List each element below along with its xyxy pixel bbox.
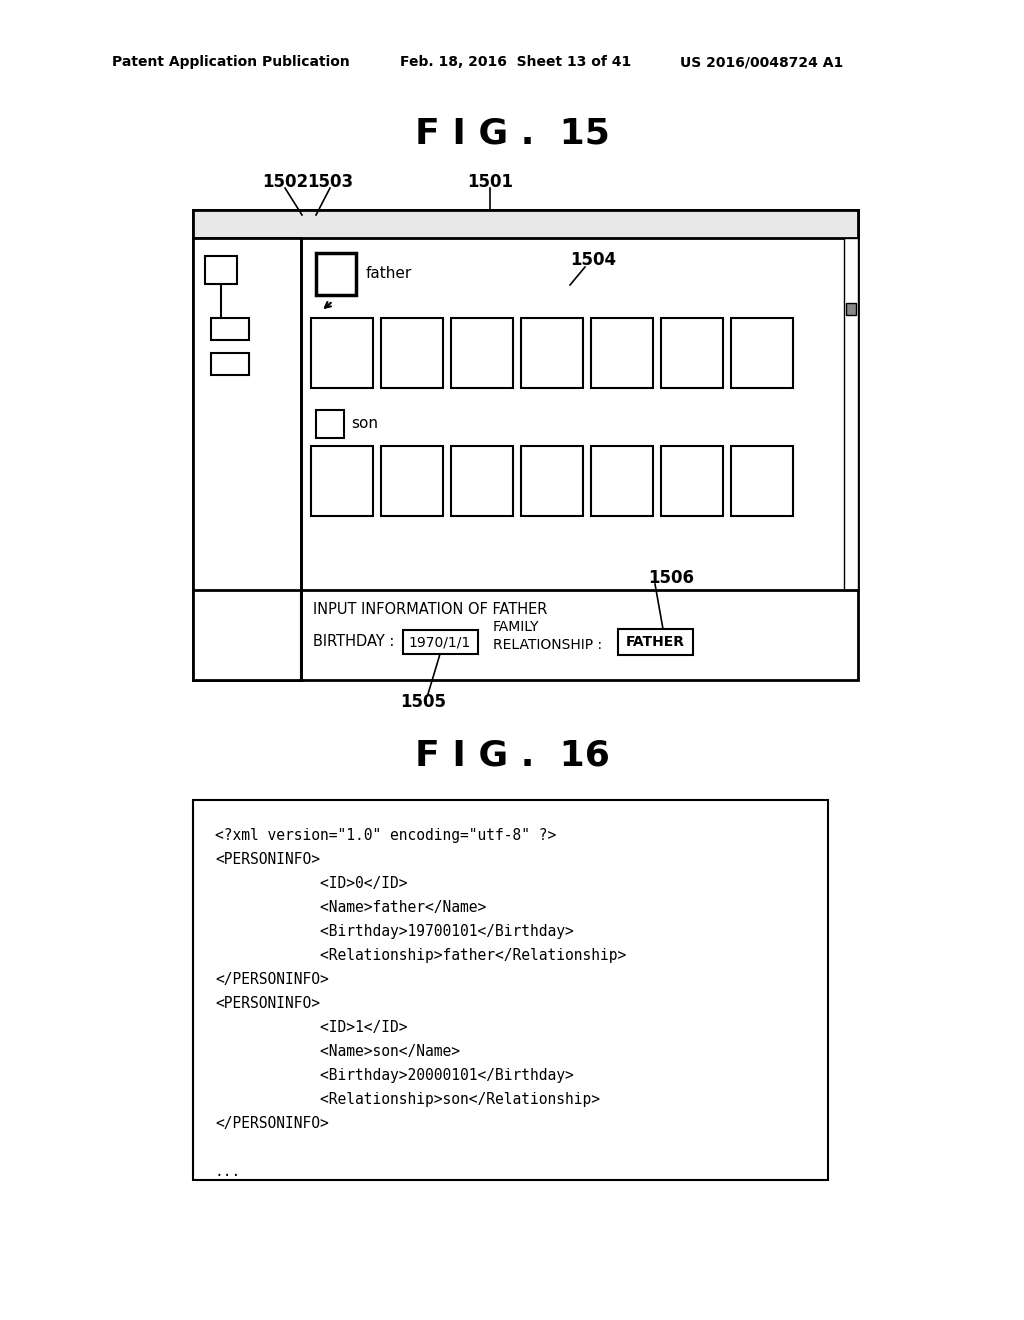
Bar <box>316 411 344 438</box>
Bar <box>311 318 373 388</box>
Bar <box>521 446 583 516</box>
Text: F I G .  16: F I G . 16 <box>415 738 609 772</box>
Text: BIRTHDAY :: BIRTHDAY : <box>313 635 394 649</box>
Bar <box>846 304 856 315</box>
Text: <ID>0</ID>: <ID>0</ID> <box>215 876 408 891</box>
Text: <ID>1</ID>: <ID>1</ID> <box>215 1020 408 1035</box>
Bar <box>591 446 653 516</box>
Bar <box>521 318 583 388</box>
Text: 1503: 1503 <box>307 173 353 191</box>
Text: <Relationship>son</Relationship>: <Relationship>son</Relationship> <box>215 1092 600 1107</box>
Bar <box>381 446 443 516</box>
Text: 1501: 1501 <box>467 173 513 191</box>
Bar <box>193 238 301 680</box>
Text: FATHER: FATHER <box>626 635 684 649</box>
Bar <box>205 256 237 284</box>
Text: Feb. 18, 2016  Sheet 13 of 41: Feb. 18, 2016 Sheet 13 of 41 <box>400 55 631 69</box>
Bar <box>844 238 858 590</box>
Bar <box>591 318 653 388</box>
Bar <box>193 800 828 1180</box>
Text: US 2016/0048724 A1: US 2016/0048724 A1 <box>680 55 843 69</box>
Text: Patent Application Publication: Patent Application Publication <box>112 55 350 69</box>
Text: FAMILY
RELATIONSHIP :: FAMILY RELATIONSHIP : <box>493 620 602 652</box>
Bar <box>618 630 693 655</box>
Text: <PERSONINFO>: <PERSONINFO> <box>215 851 319 867</box>
Bar <box>403 630 478 653</box>
Text: F I G .  15: F I G . 15 <box>415 116 609 150</box>
Bar <box>731 318 793 388</box>
Bar <box>451 318 513 388</box>
Text: <PERSONINFO>: <PERSONINFO> <box>215 997 319 1011</box>
Bar <box>316 253 356 294</box>
Text: 1970/1/1: 1970/1/1 <box>409 635 471 649</box>
Bar <box>211 352 249 375</box>
Bar <box>731 446 793 516</box>
Bar <box>211 318 249 341</box>
Text: <Birthday>20000101</Birthday>: <Birthday>20000101</Birthday> <box>215 1068 573 1082</box>
Text: <Relationship>father</Relationship>: <Relationship>father</Relationship> <box>215 948 627 964</box>
Text: <Name>father</Name>: <Name>father</Name> <box>215 900 486 915</box>
Text: 1506: 1506 <box>648 569 694 587</box>
Text: <Name>son</Name>: <Name>son</Name> <box>215 1044 460 1059</box>
Bar <box>451 446 513 516</box>
Text: </PERSONINFO>: </PERSONINFO> <box>215 1115 329 1131</box>
Text: 1505: 1505 <box>400 693 446 711</box>
Text: father: father <box>366 267 413 281</box>
Bar <box>662 318 723 388</box>
Bar <box>193 210 858 680</box>
Bar <box>662 446 723 516</box>
Text: <Birthday>19700101</Birthday>: <Birthday>19700101</Birthday> <box>215 924 573 939</box>
Text: 1504: 1504 <box>570 251 616 269</box>
Bar <box>381 318 443 388</box>
Text: son: son <box>351 417 378 432</box>
Text: INPUT INFORMATION OF FATHER: INPUT INFORMATION OF FATHER <box>313 602 548 618</box>
Text: <?xml version="1.0" encoding="utf-8" ?>: <?xml version="1.0" encoding="utf-8" ?> <box>215 828 556 843</box>
Bar <box>311 446 373 516</box>
Text: 1502: 1502 <box>262 173 308 191</box>
Text: </PERSONINFO>: </PERSONINFO> <box>215 972 329 987</box>
Text: ...: ... <box>215 1164 242 1179</box>
Bar <box>193 210 858 238</box>
